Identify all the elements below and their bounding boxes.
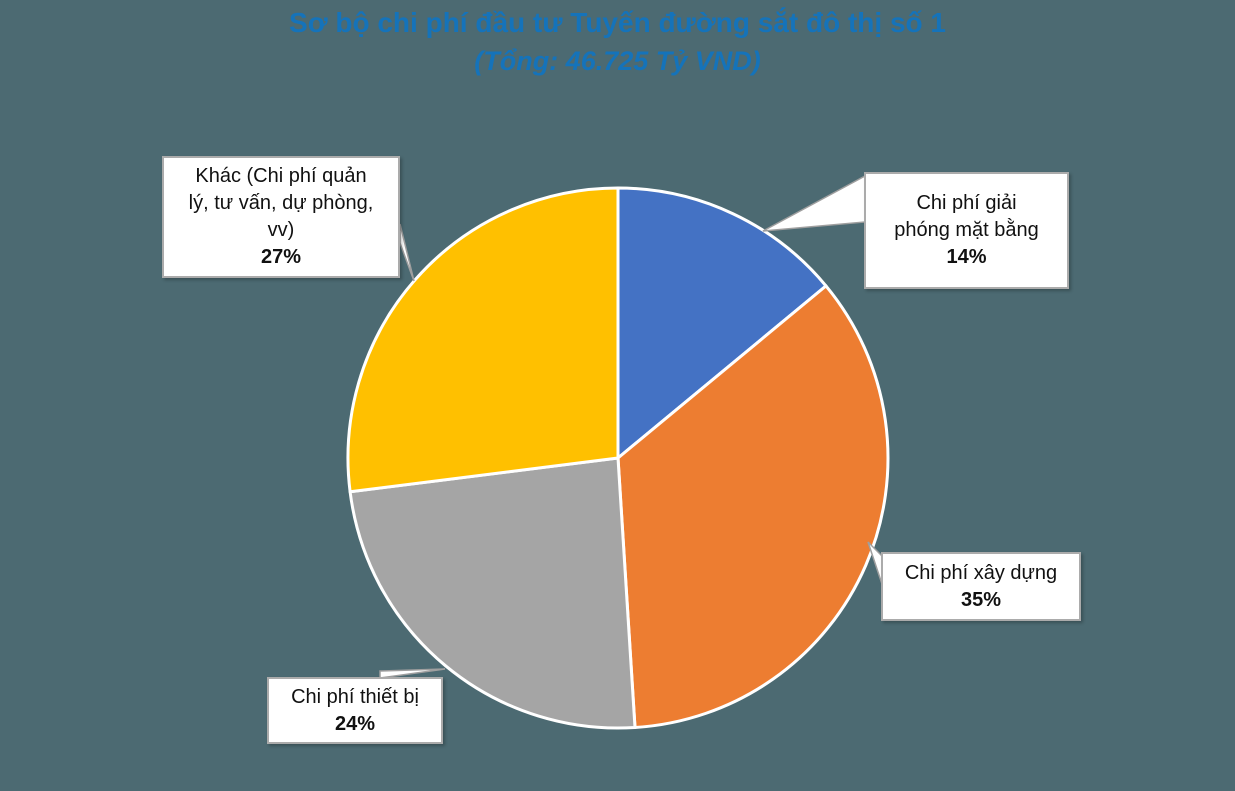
pie-label-giai-phong-mat-bang-percent: 14% <box>946 246 987 268</box>
pie-label-thiet-bi: Chi phí thiết bị 24% <box>267 677 443 744</box>
pie-label-khac: Khác (Chi phí quản lý, tư vấn, dự phòng,… <box>162 156 400 278</box>
pie-slice-thietbi <box>348 456 637 730</box>
pie-label-giai-phong-mat-bang: Chi phí giải phóng mặt bằng 14% <box>864 172 1069 289</box>
pie-label-thiet-bi-text: Chi phí thiết bị <box>291 685 419 708</box>
pie-label-giai-phong-mat-bang-text: Chi phí giải phóng mặt bằng <box>894 192 1039 241</box>
pie-label-xay-dung: Chi phí xây dựng 35% <box>881 552 1081 621</box>
chart-subtitle: (Tổng: 46.725 Tỷ VND) <box>474 46 761 76</box>
callout-leader-thietbi <box>379 668 446 679</box>
callout-leader-gpmb <box>762 174 866 232</box>
pie-label-thiet-bi-percent: 24% <box>334 712 376 735</box>
pie-label-xay-dung-text: Chi phí xây dựng <box>904 561 1058 584</box>
pie-slices <box>346 186 890 730</box>
pie-label-khac-percent: 27% <box>260 246 302 268</box>
callout-leaders <box>379 174 883 679</box>
callout-leader-khac <box>399 223 415 282</box>
pie-slice-khac <box>346 186 620 494</box>
pie-slice-xaydung <box>616 284 890 729</box>
callout-leader-xaydung <box>867 541 883 585</box>
chart-title: Sơ bộ chi phí đầu tư Tuyến đường sắt đô … <box>289 7 946 38</box>
pie-slice-gpmb <box>616 186 828 460</box>
chart-title-block: Sơ bộ chi phí đầu tư Tuyến đường sắt đô … <box>0 4 1235 80</box>
pie-label-xay-dung-percent: 35% <box>960 588 1002 611</box>
pie-label-khac-text: Khác (Chi phí quản lý, tư vấn, dự phòng,… <box>188 165 374 241</box>
